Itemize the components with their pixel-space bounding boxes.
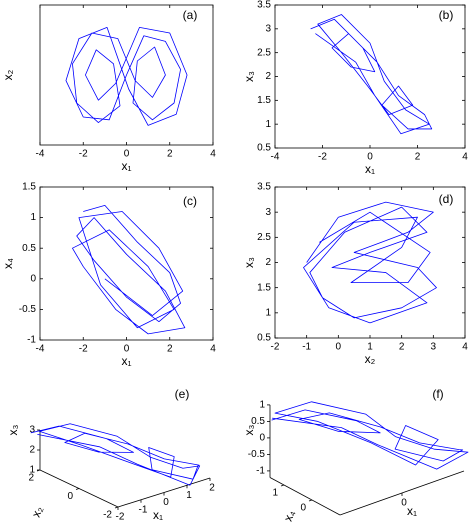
y-tick-label: 1.5 (257, 282, 271, 293)
z-tick-label: 1 (259, 400, 265, 411)
y-axis-label: x₃ (242, 257, 256, 268)
y-tick-label: 0.5 (257, 333, 271, 344)
x-tick-label: -1 (139, 504, 148, 515)
z-axis-label: x₃ (242, 424, 256, 435)
z-tick-label: 0 (259, 433, 265, 444)
z-tick-label: -1 (256, 466, 265, 477)
y-tick-label: -0.5 (19, 304, 37, 315)
y-tick (114, 506, 119, 509)
x-tick-label: -4 (36, 149, 45, 160)
z-tick-label: 1 (29, 465, 35, 476)
y-tick-label: 1 (265, 307, 271, 318)
y-tick-label: 2 (265, 71, 271, 82)
panel-label: (c) (183, 194, 197, 208)
y-tick-label: 3 (265, 207, 271, 218)
z-tick-label: 2 (29, 445, 35, 456)
y-tick (308, 499, 313, 502)
x-tick-label: 0 (367, 152, 373, 163)
x-tick-label: -2 (318, 152, 327, 163)
trajectory (30, 423, 201, 486)
x-axis-label: x₁ (121, 159, 131, 173)
y-tick-label: -1 (27, 335, 36, 346)
plot-frame (274, 4, 466, 149)
y-tick (280, 484, 285, 487)
y-tick-label: -2 (103, 510, 112, 521)
panel-label: (e) (175, 387, 190, 401)
x-tick-label: 3 (431, 342, 437, 353)
x-axis-label: x₂ (365, 352, 376, 366)
x-tick-label: 1 (367, 342, 373, 353)
y-tick-label: 3.5 (257, 0, 271, 11)
trajectory (310, 14, 433, 135)
y-tick-label: 0 (300, 503, 306, 514)
x-tick-label: 0 (124, 149, 130, 160)
y-tick-label: 1.5 (257, 95, 271, 106)
x-axis-label: x₁ (121, 354, 131, 368)
x-tick-label: 0 (336, 342, 342, 353)
x-tick-label: -2 (79, 344, 88, 355)
z-tick-label: 3 (29, 425, 35, 436)
y-axis-label: x₄ (281, 508, 298, 523)
x-tick-label: -2 (271, 342, 280, 353)
x-tick-label: 4 (462, 152, 468, 163)
y-tick-label: 3 (265, 23, 271, 34)
y-tick-label: 2 (28, 473, 34, 484)
z-axis-label: x₃ (6, 424, 20, 435)
trajectory (72, 204, 186, 335)
x-axis-label: x₁ (407, 504, 417, 518)
y-tick-label: 2 (265, 257, 271, 268)
x-tick-label: -2 (79, 149, 88, 160)
axis-line (269, 477, 341, 516)
x-tick-label: 4 (210, 149, 216, 160)
trajectory (65, 26, 188, 126)
y-tick-label: 0 (30, 273, 36, 284)
plot-frame (39, 186, 214, 341)
x-tick-label: 4 (210, 344, 216, 355)
trajectory (303, 201, 437, 324)
panel-label: (b) (439, 8, 454, 22)
x-tick-label: 2 (415, 152, 421, 163)
y-tick-label: 2.5 (257, 47, 271, 58)
plot-frame (274, 186, 466, 339)
x-tick-label: 4 (462, 342, 468, 353)
y-axis-label: x₂ (29, 504, 46, 519)
x-tick-label: -2 (116, 512, 125, 523)
x-tick-label: 1 (186, 490, 192, 501)
x-tick-label: 2 (209, 483, 215, 494)
x-axis-label: x₁ (365, 162, 375, 176)
x-tick-label: -4 (271, 152, 280, 163)
y-axis-label: x₄ (1, 258, 15, 269)
z-tick-label: 0.5 (251, 416, 265, 427)
x-tick-label: -1 (302, 342, 311, 353)
x-tick-label: 0 (124, 344, 130, 355)
x-tick-label: 2 (167, 344, 173, 355)
y-tick-label: 1 (265, 119, 271, 130)
y-tick-label: 0.5 (22, 243, 36, 254)
y-tick-label: 1.5 (22, 182, 36, 193)
y-axis-label: x₂ (1, 69, 15, 80)
x-axis-label: x₁ (153, 508, 163, 522)
y-tick-label: 2.5 (257, 232, 271, 243)
y-tick-label: 1 (272, 488, 278, 499)
y-tick-label: 0 (67, 491, 73, 502)
panel-label: (a) (183, 8, 198, 22)
x-tick-label: 0 (401, 498, 407, 509)
z-tick-label: -0.5 (248, 449, 266, 460)
panel-label: (f) (432, 387, 443, 401)
x-tick-label: 2 (399, 342, 405, 353)
x-tick-label: 2 (167, 149, 173, 160)
panel-label: (d) (439, 192, 454, 206)
y-tick-label: 0.5 (257, 143, 271, 154)
x-tick-label: 0 (163, 497, 169, 508)
x-tick-label: -4 (36, 344, 45, 355)
y-tick-label: 1 (30, 212, 36, 223)
y-tick-label: 3.5 (257, 182, 271, 193)
y-axis-label: x₃ (242, 71, 256, 82)
y-tick (75, 488, 80, 490)
trajectory (271, 401, 469, 470)
